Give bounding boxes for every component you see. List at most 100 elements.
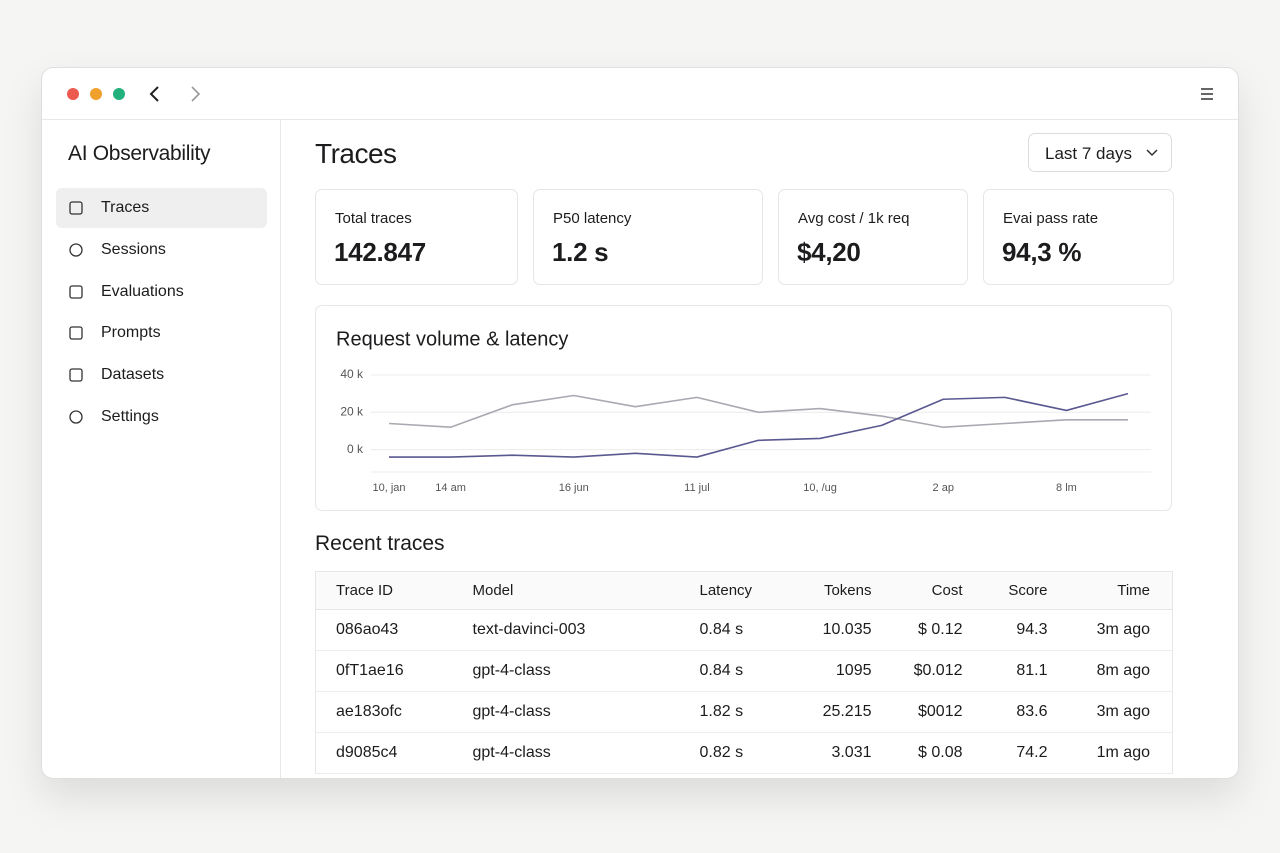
table-cell: gpt-4-class: [472, 691, 700, 733]
column-header: Latency: [699, 571, 800, 610]
x-tick-label: 10, /ug: [803, 482, 837, 494]
table-cell: $0.012: [871, 650, 963, 692]
table-cell: 3.031: [799, 732, 872, 774]
chart-title: Request volume & latency: [336, 328, 568, 350]
table-cell: 81.1: [962, 650, 1048, 692]
table-cell: $0012: [871, 691, 963, 733]
table-cell: 0.82 s: [699, 732, 800, 774]
table-cell: 8m ago: [1047, 650, 1173, 692]
table-cell: text-davinci-003: [472, 609, 700, 651]
back-button[interactable]: [147, 84, 163, 104]
table-cell: 10.035: [799, 609, 872, 651]
nav-icon: [69, 201, 83, 215]
stat-card: Avg cost / 1k req $4,20: [778, 189, 968, 285]
icon-shape: [69, 284, 83, 299]
stat-card: P50 latency 1.2 s: [533, 189, 763, 285]
x-tick-label: 10, jan: [372, 482, 405, 494]
page-title: Traces: [315, 138, 397, 169]
maximize-button[interactable]: [113, 88, 125, 100]
table-cell: 1.82 s: [699, 691, 800, 733]
stat-value: 1.2 s: [552, 237, 609, 267]
table-cell: 94.3: [962, 609, 1048, 651]
nav-item[interactable]: Settings: [56, 397, 267, 437]
x-tick-label: 16 jun: [559, 482, 589, 494]
stat-label: Avg cost / 1k req: [798, 210, 910, 227]
table-cell: 1m ago: [1047, 732, 1173, 774]
date-range-select[interactable]: Last 7 days: [1028, 133, 1172, 172]
table-row[interactable]: d9085c4 gpt-4-class 0.82 s 3.031 $ 0.08 74.2 1…: [315, 732, 1173, 774]
column-header: Score: [962, 571, 1048, 610]
nav-item[interactable]: Prompts: [56, 313, 267, 353]
nav-icon: [69, 368, 83, 382]
icon-shape: [69, 326, 83, 341]
column-header: Time: [1047, 571, 1173, 610]
y-tick-label: 40 k: [340, 367, 364, 381]
table-cell: $ 0.08: [871, 732, 963, 774]
close-button[interactable]: [67, 88, 79, 100]
nav-item[interactable]: Datasets: [56, 355, 267, 395]
line-chart: Request volume & latency 40 k 20 k 0 k 10, …: [336, 328, 1151, 494]
table-cell: 0.84 s: [699, 650, 800, 692]
table-cell: gpt-4-class: [472, 650, 700, 692]
menu-button[interactable]: [1199, 86, 1215, 102]
sidebar: AI Observability Traces Sessions Evaluatio…: [42, 120, 281, 778]
stat-label: Total traces: [335, 210, 412, 227]
table-cell: 086ao43: [315, 609, 473, 651]
table-cell: 25.215: [799, 691, 872, 733]
title-bar: [42, 68, 1238, 120]
table-cell: gpt-4-class: [472, 732, 700, 774]
table-cell: 1095: [799, 650, 872, 692]
table-cell: 74.2: [962, 732, 1048, 774]
forward-button[interactable]: [187, 84, 203, 104]
stat-label: P50 latency: [553, 210, 632, 227]
nav-item[interactable]: Sessions: [56, 230, 267, 270]
minimize-button[interactable]: [90, 88, 102, 100]
nav-icon: [69, 410, 83, 424]
column-header: Model: [472, 571, 700, 610]
chevron: [1146, 149, 1158, 157]
nav-icon: [69, 284, 83, 299]
nav-icon: [69, 326, 83, 341]
y-tick-label: 0 k: [347, 442, 364, 456]
chart-card: Request volume & latency 40 k 20 k 0 k 10, …: [315, 305, 1172, 511]
table-row[interactable]: 086ao43 text-davinci-003 0.84 s 10.035 $ 0.1…: [315, 609, 1173, 651]
nav-label: Evaluations: [101, 282, 184, 300]
table-cell: $ 0.12: [871, 609, 963, 651]
date-range-label: Last 7 days: [1045, 144, 1132, 163]
nav-label: Settings: [101, 408, 159, 425]
column-header: Cost: [871, 571, 963, 610]
table-row[interactable]: 0fT1ae16 gpt-4-class 0.84 s 1095 $0.012 81.1 8…: [315, 650, 1173, 692]
x-tick-label: 2 ap: [933, 482, 954, 494]
table-cell: ae183ofc: [315, 691, 473, 733]
table-cell: d9085c4: [315, 732, 473, 774]
line-series: [389, 392, 1129, 458]
table-header: Trace ID Model Latency Tokens Cost Score Time: [315, 571, 1173, 610]
table-cell: 3m ago: [1047, 609, 1173, 651]
stat-value: 94,3 %: [1002, 237, 1082, 267]
nav-item[interactable]: Evaluations: [56, 272, 267, 312]
icon-shape: [69, 410, 83, 424]
stat-value: $4,20: [797, 237, 861, 267]
table-cell: 83.6: [962, 691, 1048, 733]
section-title: Recent traces: [315, 532, 445, 555]
app-window: AI Observability Traces Sessions Evaluatio…: [41, 67, 1239, 779]
x-tick-label: 14 am: [435, 482, 466, 494]
traces-table: Trace ID Model Latency Tokens Cost Score Time …: [315, 571, 1173, 774]
icon-shape: [69, 201, 83, 215]
stat-card: Total traces 142.847: [315, 189, 518, 285]
table-row[interactable]: ae183ofc gpt-4-class 1.82 s 25.215 $0012 83.6…: [315, 691, 1173, 733]
nav-item[interactable]: Traces: [56, 188, 267, 228]
nav-icon: [69, 243, 83, 257]
column-header: Tokens: [799, 571, 872, 610]
nav-label: Traces: [101, 199, 150, 216]
nav-label: Prompts: [101, 324, 161, 342]
stat-value: 142.847: [334, 237, 426, 267]
stat-label: Evai pass rate: [1003, 210, 1099, 227]
app-title: AI Observability: [68, 142, 211, 165]
stat-card: Evai pass rate 94,3 %: [983, 189, 1174, 285]
nav-label: Datasets: [101, 366, 165, 384]
x-tick-label: 11 jul: [684, 482, 709, 494]
icon-shape: [69, 243, 83, 257]
x-tick-label: 8 lm: [1056, 482, 1077, 494]
